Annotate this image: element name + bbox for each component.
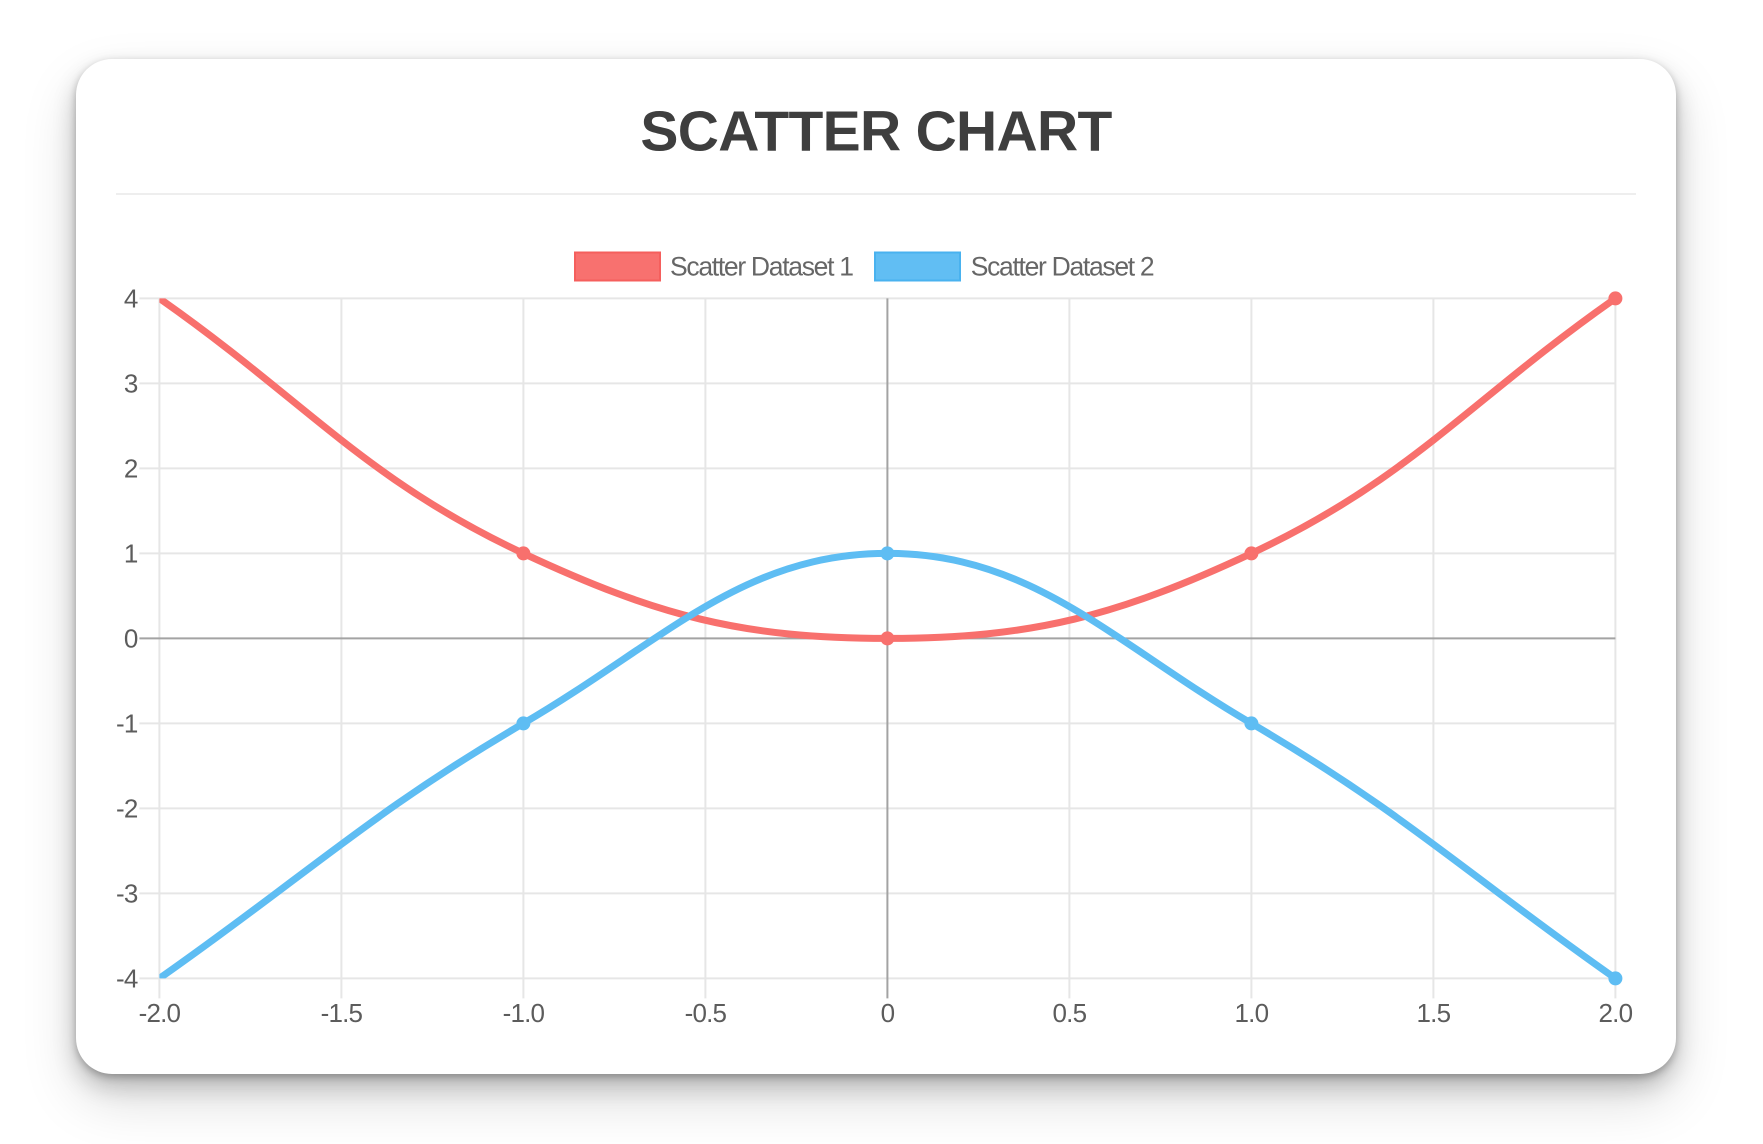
svg-text:1.5: 1.5: [1417, 998, 1451, 1028]
svg-text:2.0: 2.0: [1599, 998, 1633, 1028]
svg-text:0: 0: [124, 624, 138, 654]
svg-text:SCATTER CHART: SCATTER CHART: [640, 100, 1112, 164]
svg-text:2: 2: [124, 454, 138, 484]
svg-text:0: 0: [881, 998, 895, 1028]
svg-text:-3: -3: [116, 879, 138, 909]
svg-text:1.0: 1.0: [1235, 998, 1269, 1028]
svg-text:-2: -2: [116, 794, 138, 824]
svg-text:-1.0: -1.0: [503, 998, 545, 1028]
svg-text:-0.5: -0.5: [685, 998, 727, 1028]
svg-text:Scatter Dataset 1: Scatter Dataset 1: [670, 252, 853, 282]
svg-text:Scatter Dataset 2: Scatter Dataset 2: [971, 252, 1154, 282]
svg-text:-2.0: -2.0: [139, 998, 181, 1028]
svg-text:3: 3: [124, 369, 138, 399]
svg-text:-1.5: -1.5: [321, 998, 363, 1028]
svg-text:4: 4: [124, 284, 138, 314]
svg-text:1: 1: [124, 539, 138, 569]
svg-text:-1: -1: [116, 709, 138, 739]
svg-text:0.5: 0.5: [1053, 998, 1087, 1028]
svg-text:-4: -4: [116, 964, 138, 994]
